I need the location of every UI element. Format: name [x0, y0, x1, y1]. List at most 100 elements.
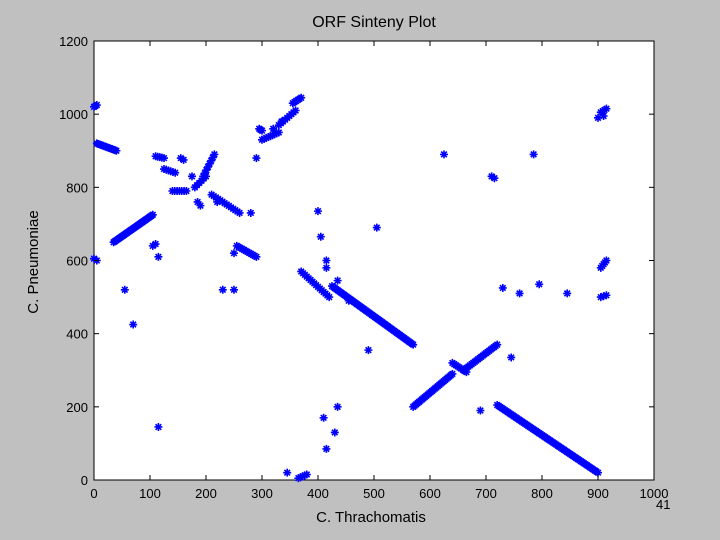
data-point-marker — [154, 252, 163, 261]
data-point-marker — [196, 201, 205, 210]
y-axis: 0 200 400 600 800 1000 1200 — [59, 34, 654, 488]
data-point-marker — [205, 159, 214, 168]
data-point-marker — [207, 156, 216, 165]
data-point-marker — [325, 293, 334, 302]
data-point-marker — [344, 296, 353, 305]
data-point-marker — [272, 129, 281, 138]
data-point-marker — [204, 162, 212, 171]
x-tick-label: 800 — [531, 486, 553, 501]
y-tick-label: 400 — [66, 327, 88, 342]
data-point-marker — [252, 154, 261, 163]
data-point-marker — [316, 232, 325, 241]
x-tick-label: 0 — [90, 486, 97, 501]
data-point-marker — [260, 134, 269, 143]
data-point-marker — [594, 468, 602, 477]
x-tick-label: 600 — [419, 486, 441, 501]
data-point-marker — [213, 197, 222, 206]
y-tick-label: 800 — [66, 180, 88, 195]
data-point-marker — [258, 135, 266, 144]
data-point-marker — [364, 346, 373, 355]
data-point-marker — [515, 289, 524, 298]
data-point-marker — [283, 468, 292, 477]
x-tick-label: 300 — [251, 486, 273, 501]
data-point-marker — [602, 291, 611, 300]
data-point-marker — [160, 154, 168, 163]
data-point-marker — [264, 133, 273, 142]
data-point-marker — [129, 320, 138, 329]
data-point-marker — [230, 285, 238, 294]
data-point-marker — [594, 113, 602, 122]
data-point-marker — [333, 276, 342, 285]
data-point-marker — [322, 444, 331, 453]
data-point-marker — [319, 413, 328, 422]
data-point-marker — [154, 422, 163, 431]
data-point-marker — [208, 153, 217, 162]
data-point-marker — [314, 207, 322, 216]
x-axis: 0 100 200 300 400 500 600 700 800 900 1000 — [90, 41, 668, 501]
data-point-marker — [333, 402, 342, 411]
data-point-marker — [298, 472, 307, 481]
data-point-marker — [507, 353, 516, 362]
y-tick-label: 0 — [81, 473, 88, 488]
data-point-marker — [230, 249, 238, 258]
y-axis-label: C. Pneumoniae — [25, 210, 42, 313]
data-point-marker — [596, 293, 605, 302]
x-axis-label: C. Thrachomatis — [316, 509, 426, 526]
data-point-marker — [270, 130, 279, 139]
x-tick-label: 1000 — [640, 486, 669, 501]
data-point-marker — [112, 146, 121, 155]
data-point-marker — [296, 473, 305, 482]
data-point-marker — [529, 150, 538, 159]
data-point-marker — [440, 150, 448, 159]
data-point-marker — [535, 280, 544, 289]
x-tick-label: 400 — [307, 486, 329, 501]
data-point-marker — [151, 240, 160, 249]
data-point-marker — [563, 289, 572, 298]
data-point-marker — [294, 474, 303, 483]
data-point-marker — [322, 256, 331, 265]
data-point-marker — [182, 186, 191, 195]
y-tick-label: 600 — [66, 254, 88, 269]
data-point-marker — [602, 256, 611, 265]
data-point-marker — [268, 131, 277, 140]
data-point-marker — [322, 263, 331, 272]
data-point-marker — [258, 126, 266, 135]
data-point-marker — [171, 168, 180, 177]
data-point-marker — [202, 166, 211, 175]
data-point-marker — [120, 285, 129, 294]
x-tick-label: 100 — [139, 486, 161, 501]
data-point-marker — [179, 155, 188, 164]
data-points — [90, 93, 611, 483]
data-point-marker — [302, 470, 311, 479]
data-point-marker — [372, 223, 381, 232]
chart-title: ORF Sinteny Plot — [312, 14, 436, 31]
data-point-marker — [188, 172, 196, 181]
data-point-marker — [199, 172, 208, 181]
data-point-marker — [490, 174, 499, 183]
data-point-marker — [476, 406, 485, 415]
data-point-marker — [210, 150, 219, 159]
data-point-marker — [218, 285, 227, 294]
data-point-marker — [92, 101, 101, 110]
data-point-marker — [193, 197, 202, 206]
data-point-marker — [448, 369, 457, 378]
data-point-marker — [409, 340, 418, 349]
data-point-marker — [246, 208, 255, 217]
data-point-marker — [300, 471, 309, 480]
x-tick-label: 200 — [195, 486, 217, 501]
y-tick-label: 200 — [66, 400, 88, 415]
data-point-marker — [297, 93, 306, 102]
x-tick-label: 500 — [363, 486, 385, 501]
data-point-marker — [262, 133, 271, 142]
data-point-marker — [602, 104, 611, 113]
data-point-marker — [266, 132, 275, 141]
data-point-marker — [277, 117, 286, 126]
data-point-marker — [269, 124, 278, 133]
data-point-marker — [291, 106, 300, 115]
data-point-marker — [493, 340, 502, 349]
y-tick-label: 1200 — [59, 34, 88, 49]
y-tick-label: 1000 — [59, 107, 88, 122]
data-point-marker — [498, 283, 507, 292]
x-tick-label: 900 — [587, 486, 609, 501]
